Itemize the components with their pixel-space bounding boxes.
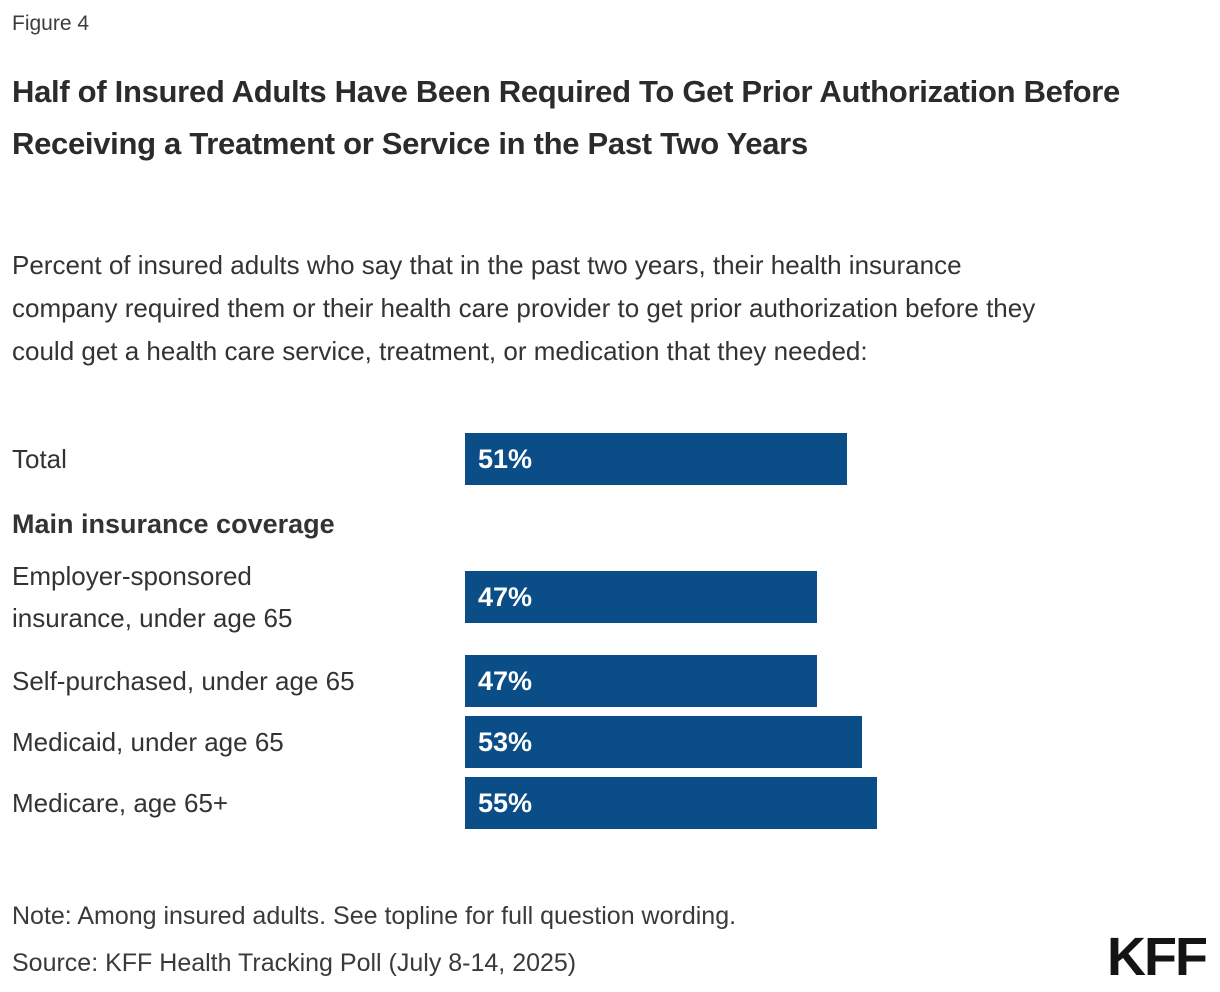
bar: 51%: [465, 433, 847, 485]
note-text: Note: Among insured adults. See topline …: [12, 902, 737, 930]
source-text: Source: KFF Health Tracking Poll (July 8…: [12, 949, 577, 977]
category-label: Employer-sponsored insurance, under age …: [12, 561, 293, 633]
bar: 53%: [465, 716, 862, 768]
bar-chart: Total 51% Main insurance coverage Employer-…: [0, 433, 1220, 838]
bar-track: 47%: [465, 655, 1220, 707]
figure-label: Figure 4: [12, 12, 90, 35]
bar-value-label: 47%: [478, 581, 533, 612]
category-label: Medicare, age 65+: [12, 788, 229, 818]
chart-row: Self-purchased, under age 65 47%: [0, 655, 1220, 707]
bar-track: 55%: [465, 777, 1220, 829]
bar-track: 51%: [465, 433, 1220, 485]
kff-logo: KFF: [1107, 927, 1208, 987]
bar: 47%: [465, 571, 817, 623]
bar: 47%: [465, 655, 817, 707]
chart-subtitle: Percent of insured adults who say that i…: [12, 250, 1036, 366]
chart-row: Medicare, age 65+ 55%: [0, 777, 1220, 829]
bar: 55%: [465, 777, 877, 829]
section-header: Main insurance coverage: [12, 509, 335, 539]
bar-value-label: 51%: [478, 443, 533, 474]
chart-row: Medicaid, under age 65 53%: [0, 716, 1220, 768]
bar-value-label: 53%: [478, 726, 533, 757]
chart-row: Employer-sponsored insurance, under age …: [0, 555, 1220, 639]
chart-row: Total 51%: [0, 433, 1220, 485]
bar-track: 53%: [465, 716, 1220, 768]
bar-value-label: 55%: [478, 787, 533, 818]
category-label: Medicaid, under age 65: [12, 727, 284, 757]
bar-value-label: 47%: [478, 665, 533, 696]
category-label: Self-purchased, under age 65: [12, 666, 355, 696]
bar-track: 47%: [465, 571, 1220, 623]
category-label: Total: [12, 444, 67, 474]
chart-title: Half of Insured Adults Have Been Require…: [12, 74, 1120, 161]
